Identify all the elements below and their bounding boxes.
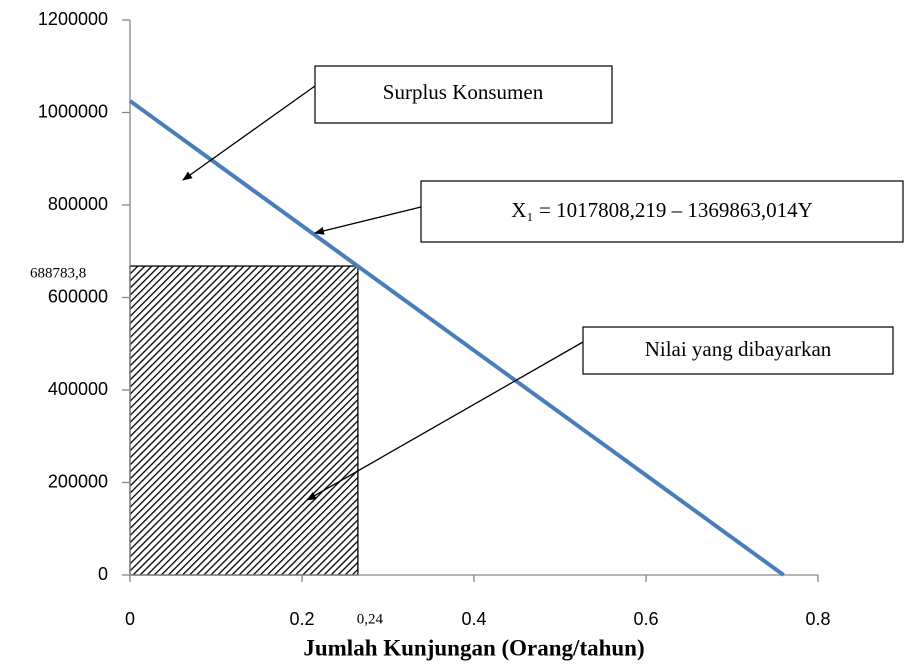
annotation-box (314, 65, 613, 124)
annotation-text: Surplus Konsumen (383, 80, 544, 104)
arrow (306, 341, 584, 501)
plot-area: 688783,8 0,24 0 200000 400000 600000 800000 100… (30, 9, 831, 629)
annotation: Nilai yang dibayarkan (306, 326, 894, 501)
x-axis-title: Jumlah Kunjungan (Orang/tahun) (303, 635, 644, 660)
paid-area-x-label: 0,24 (357, 611, 384, 627)
annotation: X₁ = 1017808,219 – 1369863,014Y (314, 180, 904, 243)
x-tick-label: 0.4 (461, 609, 486, 629)
y-tick-label: 600000 (48, 286, 108, 306)
y-tick-label: 800000 (48, 194, 108, 214)
paid-area-y-label: 688783,8 (30, 265, 86, 281)
annotation-text: X₁ = 1017808,219 – 1369863,014Y (511, 198, 813, 222)
y-tick-label: 1000000 (38, 101, 108, 121)
annotation: Surplus Konsumen (182, 65, 613, 181)
annotation-box (582, 326, 894, 375)
arrow (182, 85, 316, 181)
annotation-text: Nilai yang dibayarkan (645, 337, 832, 361)
y-tick-label: 0 (98, 564, 108, 584)
demand-line (128, 99, 785, 577)
x-tick-label: 0.6 (633, 609, 658, 629)
y-tick-label: 1200000 (38, 9, 108, 29)
annotation-box (420, 180, 904, 243)
y-tick-label: 400000 (48, 379, 108, 399)
x-tick-label: 0.8 (805, 609, 830, 629)
y-tick-label: 200000 (48, 471, 108, 491)
arrow (314, 206, 422, 235)
paid-area (129, 265, 359, 576)
x-tick-label: 0.2 (289, 609, 314, 629)
x-tick-label: 0 (125, 609, 135, 629)
